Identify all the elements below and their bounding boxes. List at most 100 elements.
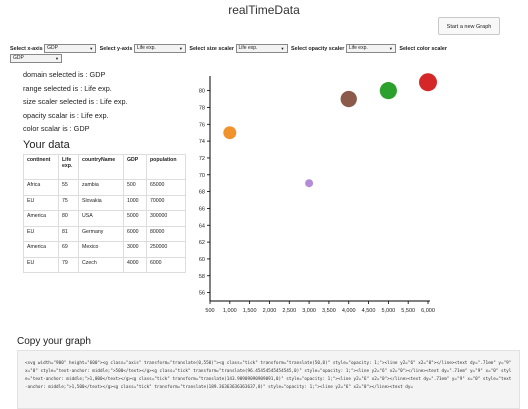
opacity-status: opacity scalar is : Life exp. (23, 110, 109, 120)
selection-status: domain selected is : GDP range selected … (23, 68, 128, 136)
table-cell: 250000 (146, 241, 186, 258)
table-cell: 75 (58, 194, 79, 211)
color-scaler-value: GDP (13, 55, 24, 62)
table-cell: Czech (78, 256, 124, 273)
opacity-scaler-value: Life exp. (348, 45, 368, 52)
size-scaler-label: Select size scaler (189, 46, 234, 52)
table-cell: Germany (78, 225, 124, 242)
x-tick-label: 500 (205, 308, 214, 314)
column-header: population (146, 154, 186, 180)
column-header: countryName (78, 154, 124, 180)
table-cell: Slovakia (78, 194, 124, 211)
y-tick-label: 70 (199, 173, 205, 179)
chevron-down-icon: ▼ (89, 46, 94, 52)
x-tick-label: 2,000 (263, 308, 277, 314)
y-tick-label: 56 (199, 291, 205, 297)
table-cell: 79 (58, 256, 79, 273)
table-row: America 69 Mexico 3000 250000 (23, 241, 186, 258)
x-tick-label: 6,000 (421, 308, 435, 314)
table-cell: America (23, 210, 59, 227)
y-axis-select[interactable]: Life exp. ▼ (133, 44, 186, 54)
data-point (223, 126, 237, 140)
y-tick-label: 76 (199, 122, 205, 128)
table-cell: 6000 (146, 256, 186, 273)
copy-graph-heading: Copy your graph (17, 336, 91, 347)
table-cell: Mexico (78, 241, 124, 258)
size-status: size scaler selected is : Life exp. (23, 97, 128, 106)
x-tick-label: 3,000 (302, 308, 316, 314)
y-tick-label: 58 (199, 274, 205, 280)
table-cell: 6000 (123, 225, 147, 242)
chevron-down-icon: ▼ (178, 46, 183, 52)
opacity-scaler-select[interactable]: Life exp. ▼ (345, 44, 396, 54)
y-tick-label: 72 (199, 156, 205, 162)
table-cell: America (23, 241, 59, 258)
data-point (340, 90, 357, 108)
size-scaler-select[interactable]: Life exp. ▼ (235, 44, 288, 54)
x-tick-label: 4,000 (342, 308, 356, 314)
color-scaler-label: Select color scaler (399, 46, 447, 52)
size-scaler-value: Life exp. (238, 45, 258, 52)
chevron-down-icon: ▼ (388, 46, 393, 52)
x-tick-label: 1,500 (243, 308, 257, 314)
page-title: realTimeData (228, 3, 300, 17)
chevron-down-icon: ▼ (55, 56, 59, 62)
data-point (379, 82, 397, 100)
data-point (419, 73, 437, 92)
chevron-down-icon: ▼ (280, 46, 285, 52)
table-row: Africa 55 zambia 500 65000 (23, 179, 186, 196)
y-tick-label: 64 (199, 223, 205, 229)
y-tick-label: 78 (199, 105, 205, 111)
x-tick-label: 3,500 (322, 308, 336, 314)
table-cell: 1000 (123, 194, 147, 211)
your-data-heading: Your data (23, 139, 70, 151)
domain-status: domain selected is : GDP (23, 70, 106, 79)
table-row: EU 79 Czech 4000 6000 (23, 256, 186, 273)
start-new-graph-button[interactable]: Start a new Graph (438, 17, 500, 35)
opacity-scaler-label: Select opacity scaler (291, 46, 345, 52)
y-tick-label: 62 (199, 240, 205, 246)
table-cell: 3000 (123, 241, 147, 258)
table-cell: 70000 (146, 194, 186, 211)
y-axis-label: Select y-axis (99, 46, 133, 52)
table-cell: EU (23, 256, 59, 273)
table-cell: 500 (123, 179, 147, 196)
table-cell: 300000 (146, 210, 186, 227)
table-cell: 80000 (146, 225, 186, 242)
x-tick-label: 4,500 (362, 308, 376, 314)
color-status: color scalar is : GDP (23, 124, 90, 133)
table-cell: 55 (58, 179, 79, 196)
x-axis-select[interactable]: GDP ▼ (44, 44, 97, 54)
table-cell: EU (23, 225, 59, 242)
y-axis-selector-group: Select y-axis Life exp. ▼ (100, 44, 186, 54)
data-point (305, 179, 314, 188)
x-axis-value: GDP (47, 45, 59, 52)
y-tick-label: 68 (199, 190, 205, 196)
column-header: Life exp. (58, 154, 79, 180)
x-tick-label: 5,000 (381, 308, 395, 314)
color-scaler-select[interactable]: GDP ▼ (10, 54, 62, 64)
x-tick-label: 5,500 (401, 308, 415, 314)
svg-code-output[interactable]: <svg width="900" height="600"><g class="… (17, 350, 520, 409)
table-cell: EU (23, 194, 59, 211)
x-axis-selector-group: Select x-axis GDP ▼ (10, 44, 97, 54)
table-cell: USA (78, 210, 124, 227)
column-header: GDP (123, 154, 147, 180)
y-tick-label: 60 (199, 257, 205, 263)
selector-bar: Select x-axis GDP ▼ Select y-axis Life ex… (10, 44, 525, 64)
table-header-row: continent Life exp. countryName GDP popu… (23, 154, 186, 180)
y-tick-label: 74 (199, 139, 205, 145)
table-cell: zambia (78, 179, 124, 196)
scatter-chart: 500 1,000 1,500 2,000 2,500 3,000 3,500 4,000 4,… (199, 73, 437, 314)
data-table: continent Life exp. countryName GDP popu… (23, 154, 186, 273)
table-cell: Africa (23, 179, 59, 196)
table-row: EU 75 Slovakia 1000 70000 (23, 194, 186, 211)
table-cell: 69 (58, 241, 79, 258)
table-cell: 4000 (123, 256, 147, 273)
table-row: EU 81 Germany 6000 80000 (23, 225, 186, 242)
x-tick-label: 1,000 (223, 308, 237, 314)
x-tick-label: 2,500 (282, 308, 296, 314)
table-cell: 5000 (123, 210, 147, 227)
y-axis-value: Life exp. (136, 45, 156, 52)
y-tick-label: 80 (199, 89, 205, 95)
